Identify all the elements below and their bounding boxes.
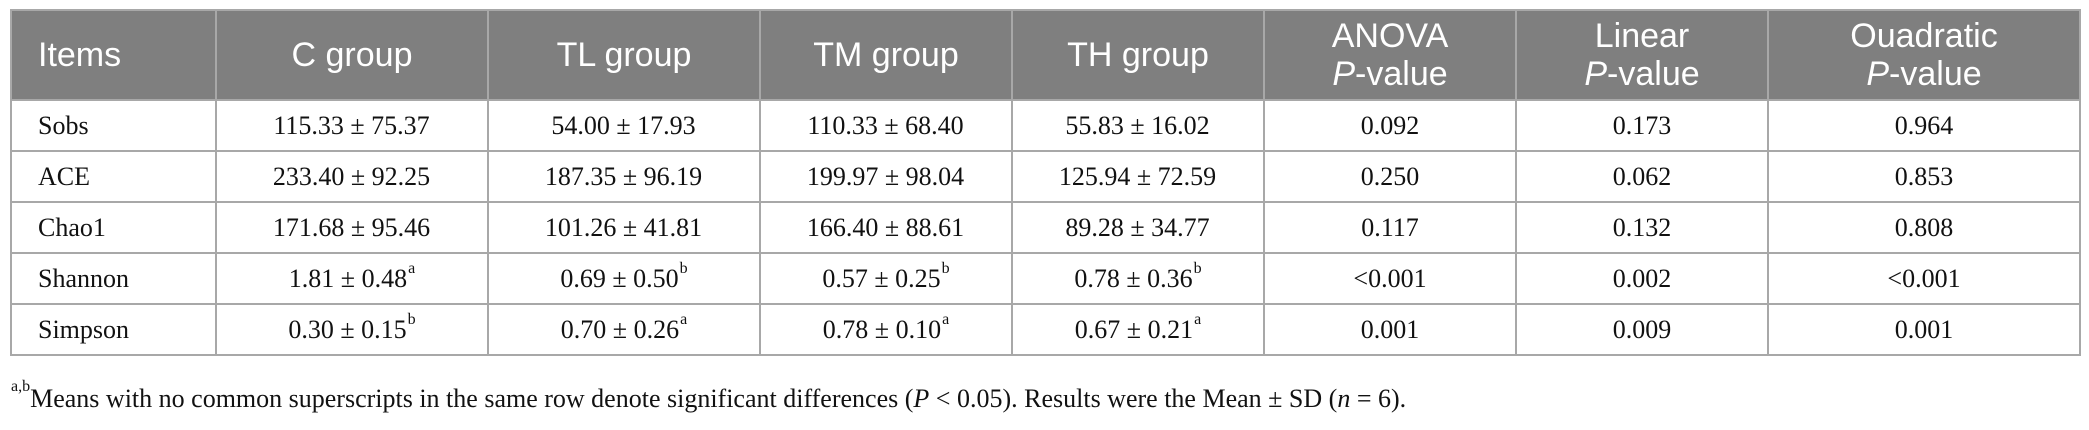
cell-quadratic-p: 0.964 xyxy=(1767,99,2081,152)
cell-quadratic-p: 0.853 xyxy=(1767,150,2081,203)
cell-tm-group: 199.97 ± 98.04 xyxy=(759,150,1013,203)
cell-quadratic-p: <0.001 xyxy=(1767,252,2081,305)
cell-linear-p: 0.002 xyxy=(1515,252,1769,305)
cell-linear-p: 0.132 xyxy=(1515,201,1769,254)
header-anova-p: ANOVA P-value xyxy=(1263,9,1517,101)
row-item-label: Chao1 xyxy=(10,201,217,254)
data-table: Items C group TL group TM group TH group… xyxy=(10,9,2081,356)
cell-linear-p: 0.173 xyxy=(1515,99,1769,152)
cell-c-group: 1.81 ± 0.48a xyxy=(215,252,489,305)
cell-tm-group: 166.40 ± 88.61 xyxy=(759,201,1013,254)
cell-tl-group: 54.00 ± 17.93 xyxy=(487,99,761,152)
cell-c-group: 115.33 ± 75.37 xyxy=(215,99,489,152)
table-row: Shannon 1.81 ± 0.48a 0.69 ± 0.50b 0.57 ±… xyxy=(10,252,2081,305)
cell-tl-group: 0.70 ± 0.26a xyxy=(487,303,761,356)
cell-th-group: 125.94 ± 72.59 xyxy=(1011,150,1265,203)
cell-linear-p: 0.062 xyxy=(1515,150,1769,203)
cell-th-group: 89.28 ± 34.77 xyxy=(1011,201,1265,254)
table-footnote: a,bMeans with no common superscripts in … xyxy=(11,378,1407,413)
cell-c-group: 233.40 ± 92.25 xyxy=(215,150,489,203)
cell-quadratic-p: 0.808 xyxy=(1767,201,2081,254)
cell-c-group: 0.30 ± 0.15b xyxy=(215,303,489,356)
cell-linear-p: 0.009 xyxy=(1515,303,1769,356)
cell-tm-group: 0.57 ± 0.25b xyxy=(759,252,1013,305)
cell-anova-p: 0.001 xyxy=(1263,303,1517,356)
cell-th-group: 0.67 ± 0.21a xyxy=(1011,303,1265,356)
cell-anova-p: 0.250 xyxy=(1263,150,1517,203)
data-table-container: Items C group TL group TM group TH group… xyxy=(10,9,2081,356)
cell-tm-group: 0.78 ± 0.10a xyxy=(759,303,1013,356)
cell-tm-group: 110.33 ± 68.40 xyxy=(759,99,1013,152)
header-tm-group: TM group xyxy=(759,9,1013,101)
header-tl-group: TL group xyxy=(487,9,761,101)
header-row: Items C group TL group TM group TH group… xyxy=(10,9,2081,101)
table-row: Chao1 171.68 ± 95.46 101.26 ± 41.81 166.… xyxy=(10,201,2081,254)
table-row: ACE 233.40 ± 92.25 187.35 ± 96.19 199.97… xyxy=(10,150,2081,203)
cell-th-group: 0.78 ± 0.36b xyxy=(1011,252,1265,305)
row-item-label: ACE xyxy=(10,150,217,203)
row-item-label: Simpson xyxy=(10,303,217,356)
header-th-group: TH group xyxy=(1011,9,1265,101)
cell-c-group: 171.68 ± 95.46 xyxy=(215,201,489,254)
cell-anova-p: 0.117 xyxy=(1263,201,1517,254)
table-row: Sobs 115.33 ± 75.37 54.00 ± 17.93 110.33… xyxy=(10,99,2081,152)
header-linear-p: Linear P-value xyxy=(1515,9,1769,101)
footnote-superscript: a,b xyxy=(11,378,31,395)
row-item-label: Shannon xyxy=(10,252,217,305)
cell-anova-p: 0.092 xyxy=(1263,99,1517,152)
cell-tl-group: 101.26 ± 41.81 xyxy=(487,201,761,254)
cell-tl-group: 0.69 ± 0.50b xyxy=(487,252,761,305)
header-c-group: C group xyxy=(215,9,489,101)
header-items: Items xyxy=(10,9,217,101)
row-item-label: Sobs xyxy=(10,99,217,152)
cell-th-group: 55.83 ± 16.02 xyxy=(1011,99,1265,152)
cell-anova-p: <0.001 xyxy=(1263,252,1517,305)
table-row: Simpson 0.30 ± 0.15b 0.70 ± 0.26a 0.78 ±… xyxy=(10,303,2081,356)
cell-tl-group: 187.35 ± 96.19 xyxy=(487,150,761,203)
header-quadratic-p: Ouadratic P-value xyxy=(1767,9,2081,101)
cell-quadratic-p: 0.001 xyxy=(1767,303,2081,356)
